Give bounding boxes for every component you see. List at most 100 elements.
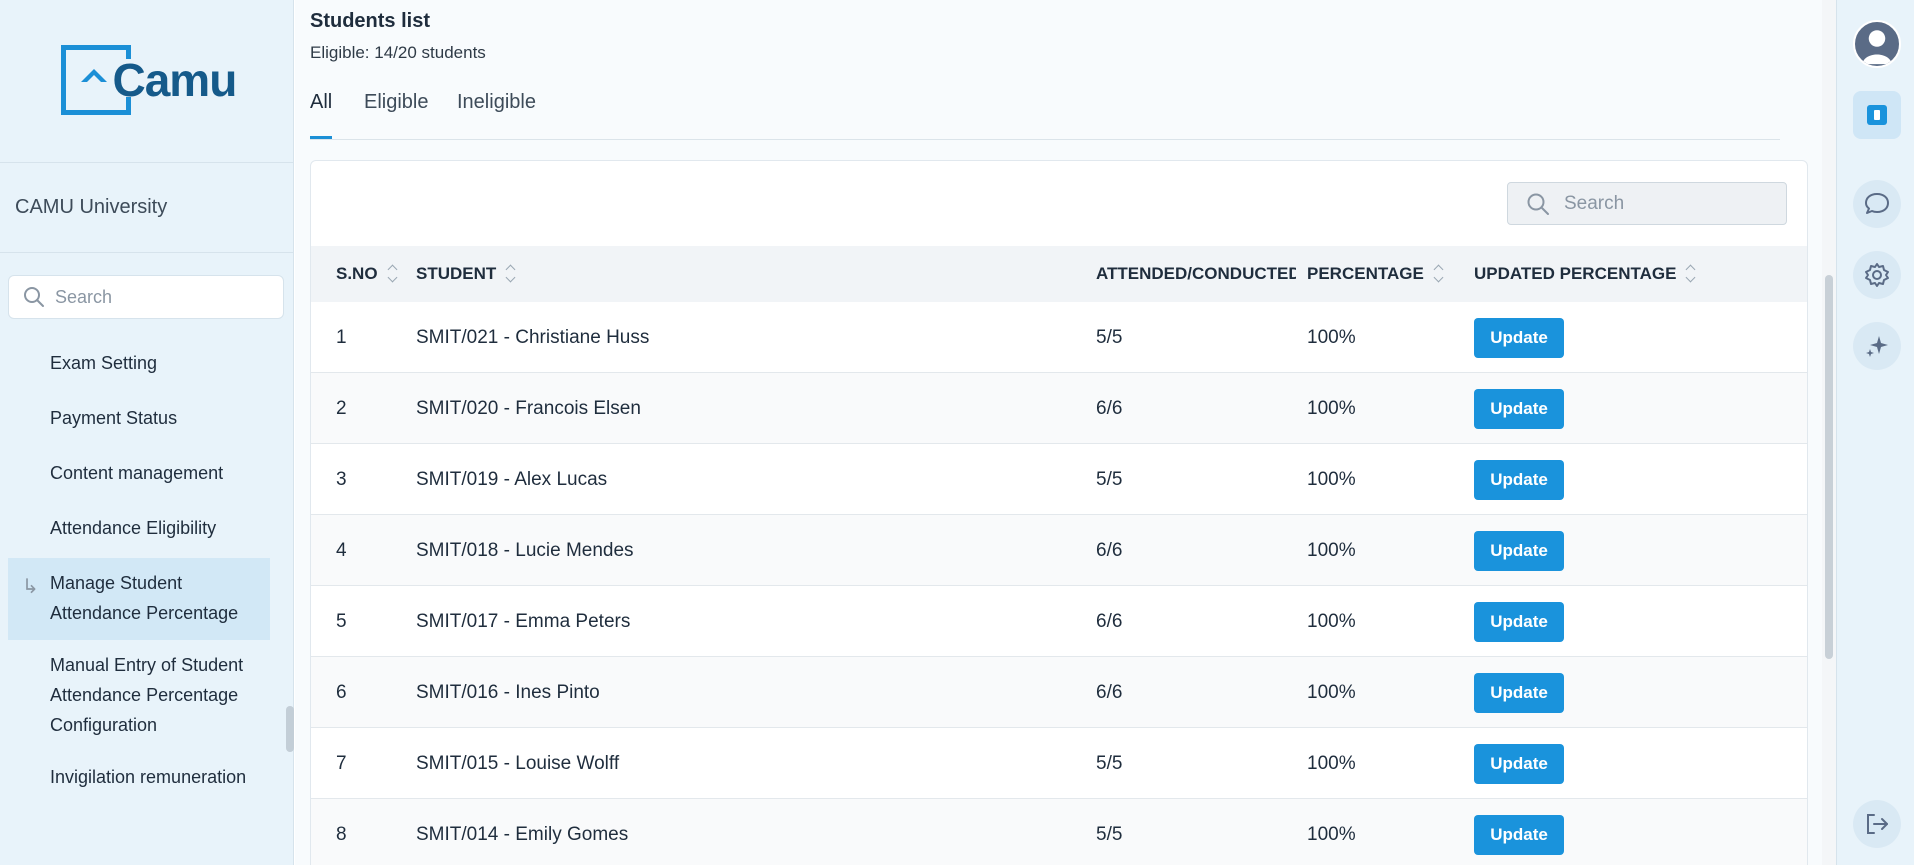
cell-student: SMIT/017 - Emma Peters [416,610,631,632]
sidebar-item-manual-entry-configuration[interactable]: Manual Entry of Student Attendance Perce… [50,655,244,735]
update-button[interactable]: Update [1474,602,1564,642]
update-button[interactable]: Update [1474,318,1564,358]
update-button[interactable]: Update [1474,673,1564,713]
table-row: 8 SMIT/014 - Emily Gomes 5/5 100% Update [311,799,1807,865]
sidebar-item-manage-student-attendance-percentage[interactable]: ↳ Manage Student Attendance Percentage [8,558,270,640]
table-search-input[interactable]: Search [1507,182,1787,225]
cell-sno: 3 [336,468,347,490]
sort-icon[interactable] [387,263,399,285]
cell-percentage: 100% [1307,681,1356,703]
camu-logo[interactable]: Camu [60,45,237,117]
table-row: 5 SMIT/017 - Emma Peters 6/6 100% Update [311,586,1807,657]
table-row: 7 SMIT/015 - Louise Wolff 5/5 100% Updat… [311,728,1807,799]
cell-student: SMIT/015 - Louise Wolff [416,752,620,774]
cell-sno: 6 [336,681,347,703]
cell-sno: 2 [336,397,347,419]
chat-icon[interactable] [1853,180,1901,228]
tab-ineligible[interactable]: Ineligible [457,91,536,113]
column-header-attended-conducted[interactable]: ATTENDED/CONDUCTED [1096,246,1296,302]
cell-attended: 6/6 [1096,681,1123,703]
column-header-student[interactable]: STUDENT [416,246,616,302]
table-row: 6 SMIT/016 - Ines Pinto 6/6 100% Update [311,657,1807,728]
cell-attended: 6/6 [1096,397,1123,419]
sidebar-scrollbar[interactable] [284,340,294,865]
sidebar-search-input[interactable]: Search [8,275,284,319]
sidebar-item-exam-setting[interactable]: Exam Setting [50,353,158,373]
cell-attended: 5/5 [1096,326,1123,348]
logo-area: Camu [0,0,293,163]
logo-frame [60,45,131,115]
sidebar-menu: Exam Setting Payment Status Content mana… [8,338,270,865]
cell-percentage: 100% [1307,397,1356,419]
cell-attended: 5/5 [1096,752,1123,774]
tab-all[interactable]: All [310,91,333,139]
cell-sno: 1 [336,326,347,348]
search-icon [1527,193,1549,215]
table-header: S.NO STUDENT ATTENDED/CONDUCTED PERCENTA… [311,246,1807,302]
cell-student: SMIT/019 - Alex Lucas [416,468,608,490]
column-header-sno[interactable]: S.NO [336,246,411,302]
logo-chevron-icon [80,69,107,82]
update-button[interactable]: Update [1474,389,1564,429]
cell-attended: 5/5 [1096,823,1123,845]
book-icon[interactable] [1853,91,1901,139]
table-row: 1 SMIT/021 - Christiane Huss 5/5 100% Up… [311,302,1807,373]
cell-percentage: 100% [1307,468,1356,490]
column-header-percentage[interactable]: PERCENTAGE [1307,246,1457,302]
user-avatar-icon[interactable] [1853,20,1901,68]
update-button[interactable]: Update [1474,460,1564,500]
cell-percentage: 100% [1307,752,1356,774]
cell-sno: 8 [336,823,347,845]
table-row: 2 SMIT/020 - Francois Elsen 6/6 100% Upd… [311,373,1807,444]
gear-icon[interactable] [1853,251,1901,299]
column-header-updated-percentage[interactable]: UPDATED PERCENTAGE [1474,246,1734,302]
university-name: CAMU University [0,163,293,253]
cell-student: SMIT/020 - Francois Elsen [416,397,641,419]
sparkle-icon[interactable] [1853,322,1901,370]
sidebar-item-attendance-eligibility[interactable]: Attendance Eligibility [50,518,217,538]
table-row: 4 SMIT/018 - Lucie Mendes 6/6 100% Updat… [311,515,1807,586]
table-search-placeholder: Search [1564,192,1625,214]
cell-student: SMIT/018 - Lucie Mendes [416,539,634,561]
tab-eligible[interactable]: Eligible [364,91,429,113]
cell-attended: 6/6 [1096,539,1123,561]
cell-percentage: 100% [1307,539,1356,561]
sidebar-item-content-management[interactable]: Content management [50,463,224,483]
sort-icon[interactable] [1685,263,1697,285]
cell-student: SMIT/016 - Ines Pinto [416,681,600,703]
update-button[interactable]: Update [1474,744,1564,784]
sidebar-scrollbar-thumb[interactable] [286,706,294,752]
sub-item-arrow-icon: ↳ [22,576,39,598]
cell-student: SMIT/021 - Christiane Huss [416,326,650,348]
main-content: Students list Eligible: 14/20 students A… [295,0,1822,865]
column-label: STUDENT [416,264,497,283]
cell-percentage: 100% [1307,326,1356,348]
sidebar-search-placeholder: Search [55,286,113,307]
cell-attended: 6/6 [1096,610,1123,632]
main-scrollbar[interactable] [1822,0,1836,865]
column-label: S.NO [336,264,378,283]
sort-icon[interactable] [1433,263,1445,285]
sort-icon[interactable] [505,263,517,285]
cell-percentage: 100% [1307,823,1356,845]
students-table-card: Search S.NO STUDENT ATTENDED/CONDUCTED P… [310,160,1808,865]
sidebar-item-payment-status[interactable]: Payment Status [50,408,178,428]
logo-text: Camu [112,54,238,106]
logout-icon[interactable] [1853,800,1901,848]
cell-attended: 5/5 [1096,468,1123,490]
update-button[interactable]: Update [1474,815,1564,855]
main-scrollbar-thumb[interactable] [1825,275,1833,659]
cell-student: SMIT/014 - Emily Gomes [416,823,629,845]
update-button[interactable]: Update [1474,531,1564,571]
sidebar-item-invigilation-remuneration[interactable]: Invigilation remuneration [50,767,247,787]
column-label: PERCENTAGE [1307,264,1424,283]
filter-tabs: All Eligible Ineligible [310,85,1780,140]
column-label: UPDATED PERCENTAGE [1474,264,1677,283]
column-label: ATTENDED/CONDUCTED [1096,264,1296,283]
search-icon [24,287,44,307]
eligibility-summary: Eligible: 14/20 students [310,43,486,62]
page-title: Students list [310,10,431,32]
cell-sno: 5 [336,610,347,632]
cell-sno: 4 [336,539,347,561]
cell-sno: 7 [336,752,347,774]
